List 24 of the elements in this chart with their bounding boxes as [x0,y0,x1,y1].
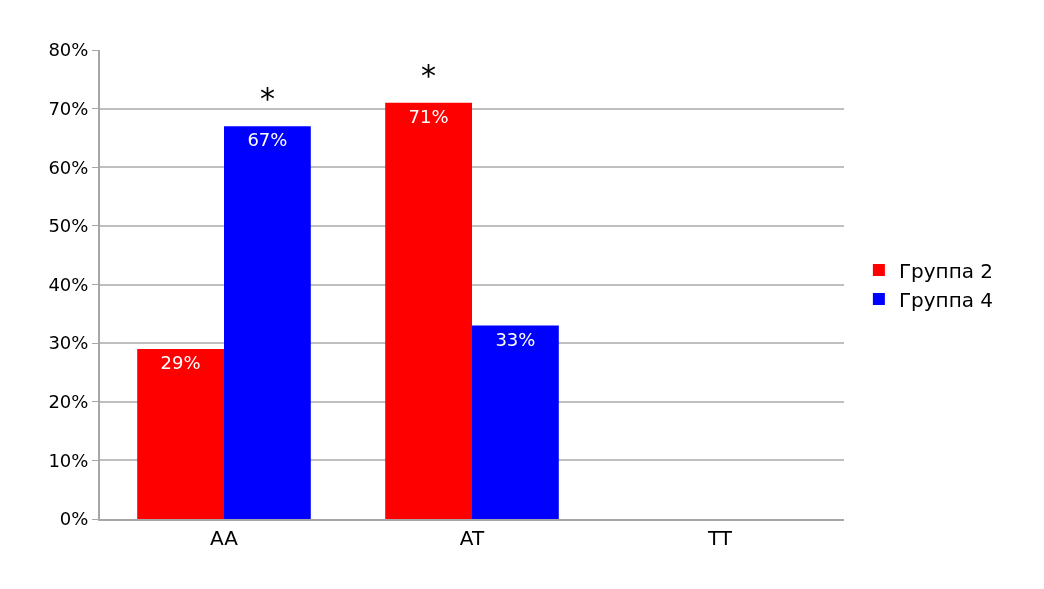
data-label: 29% [160,351,201,373]
y-tick-label: 20% [48,391,89,413]
y-tick-label: 40% [48,273,89,295]
data-label: 33% [495,328,536,350]
y-tick-label: 30% [48,332,89,354]
legend-label: Группа 4 [898,287,994,312]
legend-label: Группа 2 [898,258,994,283]
y-tick-label: 70% [48,97,89,119]
y-tick-label: 0% [59,508,89,530]
annotation: * [421,58,436,93]
y-tick-label: 50% [48,215,89,237]
x-tick-label: AA [210,526,239,550]
bar [385,102,472,519]
bar [137,348,224,519]
bar [224,126,311,519]
data-label: 71% [408,105,449,127]
x-tick-label: TT [706,526,733,550]
data-label: 67% [247,129,288,151]
y-tick-label: 60% [48,156,89,178]
y-tick-label: 80% [48,39,89,61]
y-tick-label: 10% [48,449,89,471]
x-tick-label: AT [459,526,485,550]
bar [472,325,559,519]
annotation: * [260,81,275,116]
